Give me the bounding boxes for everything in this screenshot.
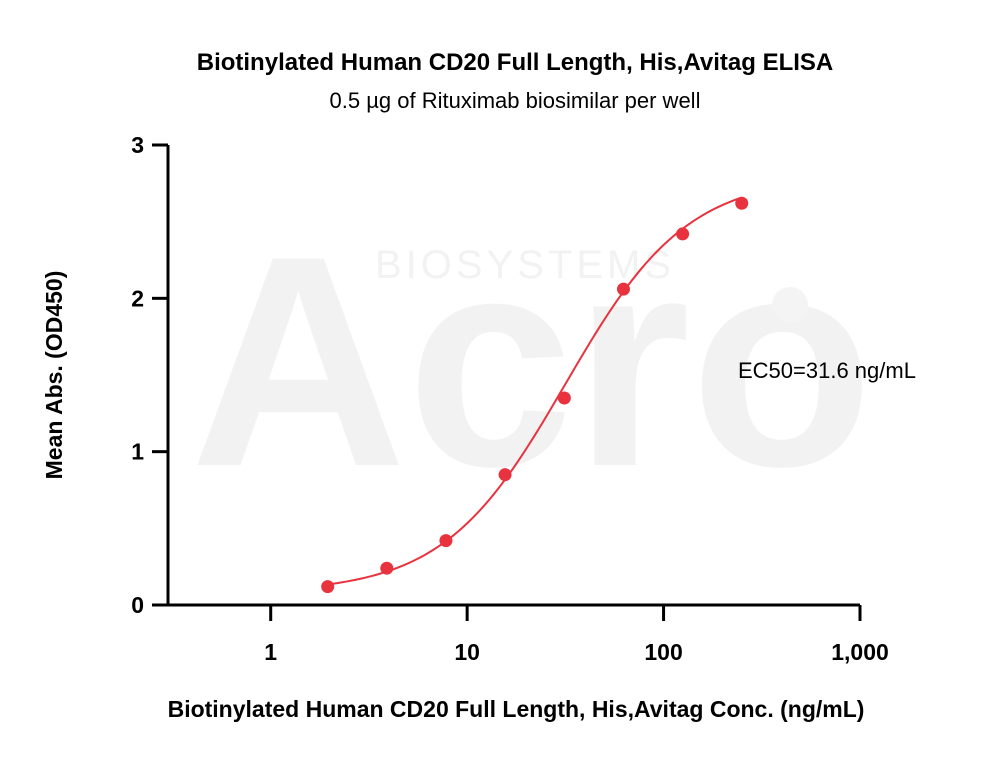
watermark-subtext: BIOSYSTEMS — [375, 243, 675, 287]
fit-curve — [327, 196, 743, 586]
axes: 0 1 2 3 1 10 100 1,000 — [131, 132, 889, 665]
y-axis-title: Mean Abs. (OD450) — [41, 271, 67, 480]
watermark-logo: Acro BIOSYSTEMS — [190, 193, 874, 529]
y-tick-label: 0 — [131, 592, 144, 618]
data-points — [321, 196, 749, 594]
data-point — [557, 391, 571, 405]
x-tick-label: 1,000 — [831, 639, 889, 665]
chart-title: Biotinylated Human CD20 Full Length, His… — [197, 49, 834, 76]
y-tick-label: 2 — [131, 285, 144, 311]
x-tick-label: 100 — [644, 639, 682, 665]
data-point — [735, 196, 749, 210]
x-tick-label: 1 — [264, 639, 277, 665]
x-axis-title: Biotinylated Human CD20 Full Length, His… — [168, 696, 865, 722]
watermark-logo-text: Acro — [190, 193, 874, 529]
data-point — [616, 282, 630, 296]
y-tick-label: 3 — [131, 132, 144, 158]
watermark-dot — [772, 287, 808, 323]
data-point — [321, 580, 335, 594]
data-point — [498, 468, 512, 482]
x-tick-label: 10 — [454, 639, 480, 665]
data-point — [380, 561, 394, 575]
y-tick-label: 1 — [131, 439, 144, 465]
ec50-annotation: EC50=31.6 ng/mL — [738, 358, 916, 383]
chart-subtitle: 0.5 µg of Rituximab biosimilar per well — [330, 88, 701, 113]
data-point — [676, 227, 690, 241]
data-point — [439, 534, 453, 548]
